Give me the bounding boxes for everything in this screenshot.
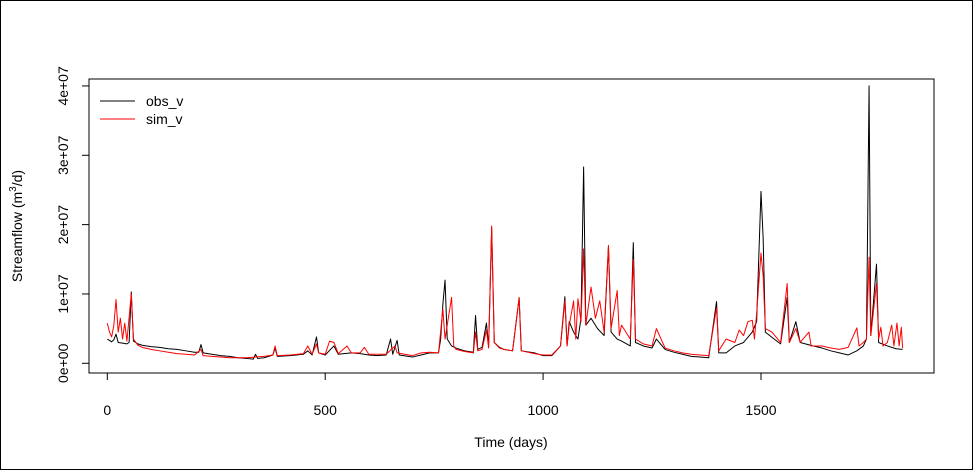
x-tick-label: 1500	[745, 402, 776, 418]
y-tick-label: 4e+07	[55, 66, 71, 106]
legend-label-obs: obs_v	[146, 93, 183, 109]
y-tick-label: 3e+07	[55, 135, 71, 175]
plot-box	[88, 78, 935, 374]
y-axis-label-sup: 3	[8, 186, 19, 192]
x-tick-label: 500	[314, 402, 338, 418]
legend-label-sim: sim_v	[146, 111, 183, 127]
x-axis: 0 500 1000 1500	[103, 372, 777, 418]
legend: obs_v sim_v	[100, 93, 183, 127]
y-tick-label: 1e+07	[55, 274, 71, 314]
x-axis-label: Time (days)	[474, 434, 547, 450]
x-tick-label: 1000	[528, 402, 559, 418]
y-tick-label: 0e+00	[55, 343, 71, 383]
y-axis: 0e+00 1e+07 2e+07 3e+07 4e+07	[55, 66, 90, 383]
series-line-sim-v	[106, 225, 904, 359]
y-axis-label-main: Streamflow (m	[9, 192, 25, 282]
series-layer	[106, 85, 904, 360]
y-axis-label: Streamflow (m3/d)	[8, 170, 25, 282]
x-tick-label: 0	[103, 402, 111, 418]
y-tick-label: 2e+07	[55, 205, 71, 245]
y-axis-label-tail: /d)	[9, 170, 25, 186]
